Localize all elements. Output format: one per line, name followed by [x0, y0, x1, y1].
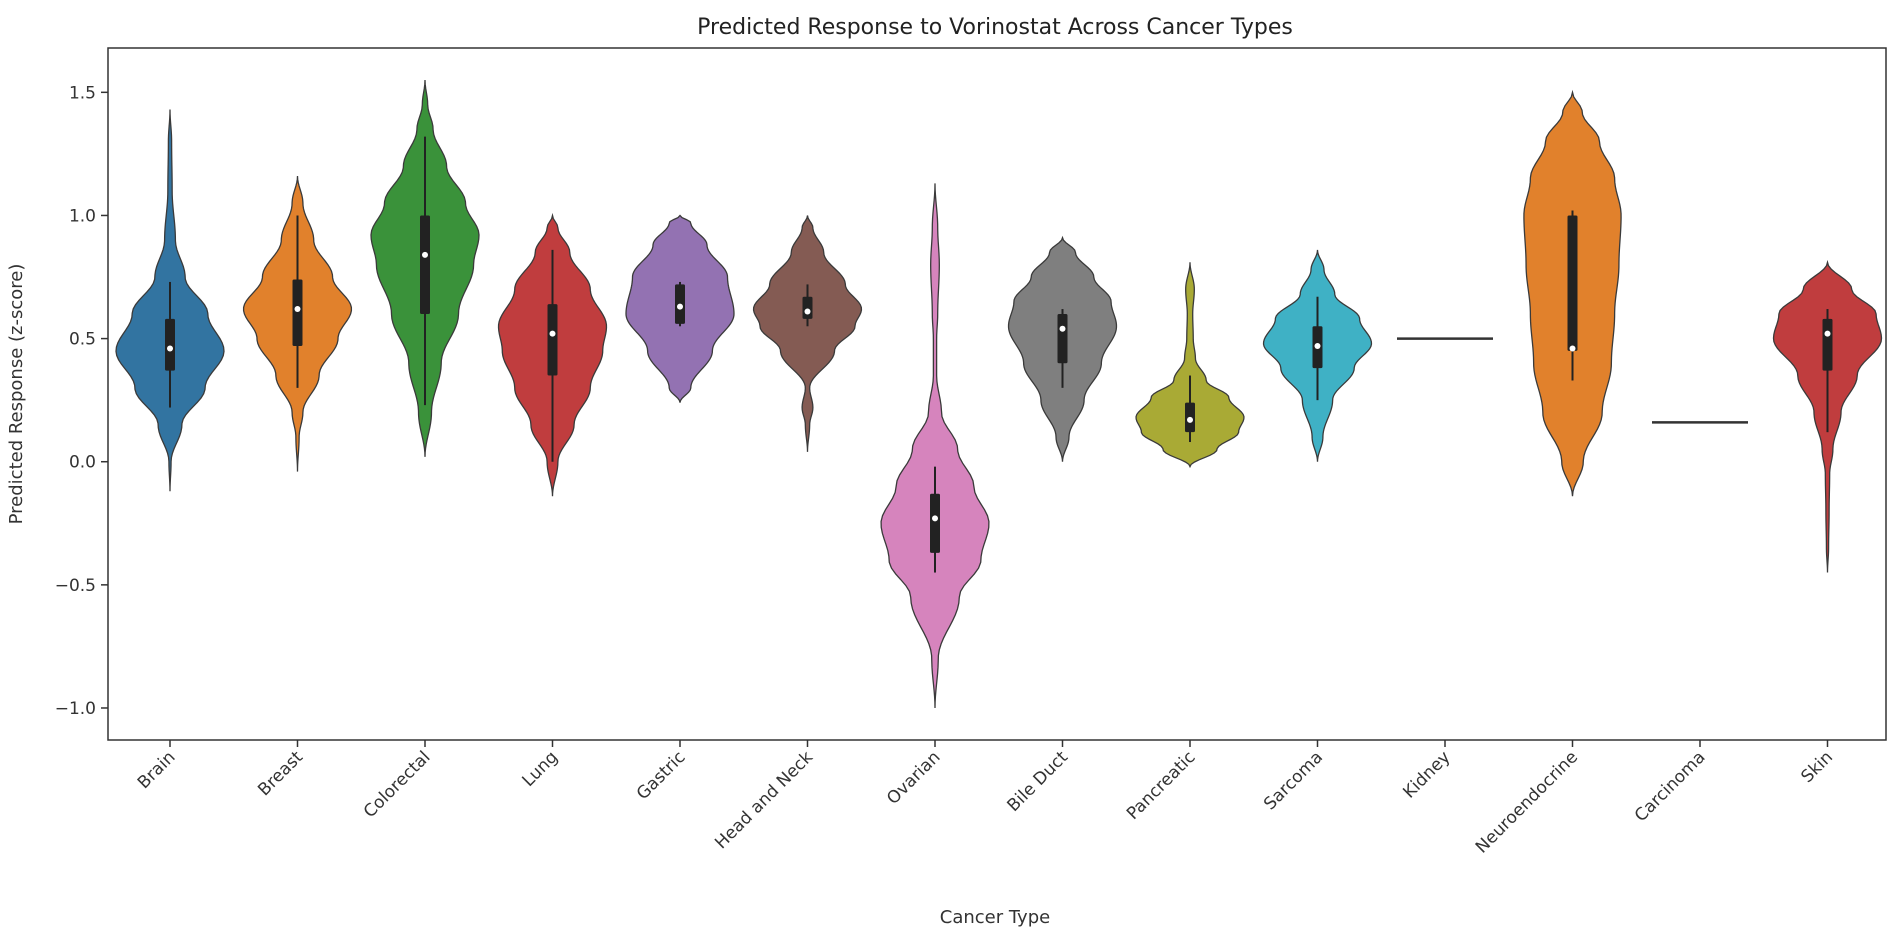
violin-median [1059, 325, 1066, 332]
violin-iqr-box [420, 215, 430, 314]
y-axis: −1.0 −0.5 0.0 0.5 1.0 1.5 [55, 83, 108, 719]
violin-group [115, 79, 1883, 709]
y-tick-label: −0.5 [55, 576, 96, 596]
violin-median [1314, 342, 1321, 349]
violin-pancreatic [1135, 262, 1245, 469]
violin-body [752, 215, 863, 452]
violin-iqr-box [802, 296, 813, 319]
x-tick-label: Kidney [1399, 747, 1454, 802]
y-tick-label: 1.0 [69, 206, 96, 226]
violin-brain [115, 109, 225, 492]
violin-median [932, 515, 938, 522]
x-tick-label: Ovarian [883, 747, 944, 808]
violin-bile-duct [1007, 235, 1118, 462]
x-tick-label: Bile Duct [1004, 747, 1073, 816]
violin-lung [497, 212, 608, 497]
violin-ovarian [880, 183, 990, 709]
x-tick-label: Pancreatic [1123, 747, 1200, 824]
violin-iqr-box [547, 304, 558, 376]
x-tick-label: Brain [134, 747, 180, 793]
violin-median [1824, 330, 1831, 337]
violin-iqr-box [1057, 313, 1068, 364]
violin-iqr-box [292, 279, 303, 346]
violin-iqr-box [1567, 215, 1578, 351]
violin-body [1135, 262, 1245, 469]
violin-median [1187, 416, 1193, 423]
x-tick-label: Gastric [633, 747, 690, 804]
x-tick-label: Head and Neck [711, 747, 817, 853]
violin-median [422, 251, 428, 258]
violin-median [1569, 345, 1576, 352]
x-tick-label: Neuroendocrine [1472, 747, 1582, 857]
y-tick-label: 0.0 [69, 453, 96, 473]
y-tick-label: 1.5 [69, 83, 96, 103]
violin-iqr-box [165, 318, 175, 371]
violin-median [804, 308, 811, 315]
x-tick-label: Colorectal [360, 747, 435, 822]
x-tick-label: Skin [1797, 747, 1837, 787]
violin-breast [242, 176, 353, 472]
x-tick-label: Carcinoma [1631, 747, 1710, 826]
x-axis: Brain Breast Colorectal Lung Gastric Head and… [134, 740, 1837, 857]
violin-median [167, 345, 173, 352]
y-tick-label: 0.5 [69, 330, 96, 350]
plot-frame [107, 47, 1887, 741]
violin-head-and-neck [752, 215, 863, 452]
chart-title: Predicted Response to Vorinostat Across … [697, 15, 1293, 40]
y-axis-title: Predicted Response (z-score) [6, 264, 27, 525]
violin-iqr-box [1822, 318, 1833, 371]
violin-median [549, 330, 556, 337]
x-axis-title: Cancer Type [940, 907, 1050, 928]
violin-median [677, 303, 683, 310]
y-tick-label: −1.0 [55, 699, 96, 719]
violin-median [294, 306, 301, 313]
violin-gastric [625, 214, 735, 403]
x-tick-label: Lung [519, 747, 562, 790]
violin-neuroendocrine [1523, 89, 1622, 497]
violin-skin [1772, 259, 1883, 573]
violin-body [880, 183, 990, 709]
violin-iqr-box [930, 493, 940, 553]
x-tick-label: Breast [254, 747, 307, 800]
violin-colorectal [370, 79, 480, 457]
x-tick-label: Sarcoma [1260, 747, 1327, 814]
violin-sarcoma [1262, 249, 1373, 462]
